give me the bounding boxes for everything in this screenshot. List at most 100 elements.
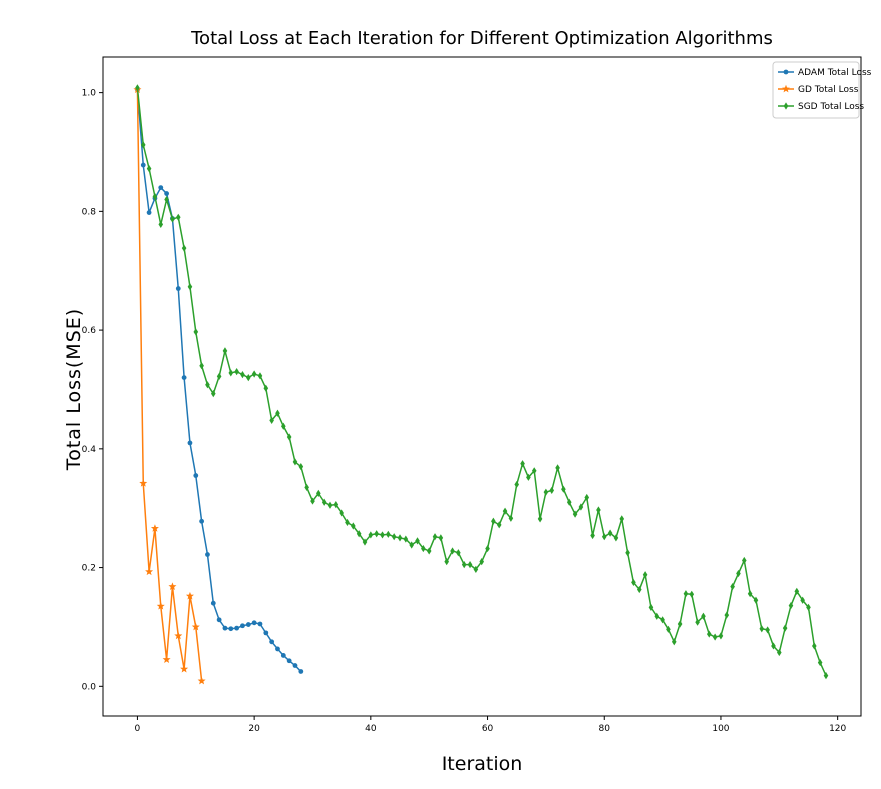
data-point-sgd (636, 585, 642, 594)
data-point-adam (222, 625, 228, 631)
data-point-adam (269, 639, 275, 645)
data-point-sgd (473, 565, 479, 573)
data-point-sgd (596, 506, 601, 514)
data-point-sgd (671, 638, 677, 646)
data-point-sgd (479, 558, 485, 566)
data-point-adam (164, 191, 170, 196)
data-point-adam (205, 552, 210, 557)
data-point-gd (197, 676, 206, 685)
data-point-sgd (380, 531, 385, 539)
data-point-sgd (175, 213, 181, 221)
data-point-sgd (164, 195, 169, 204)
data-point-gd (180, 664, 189, 673)
data-point-sgd (520, 460, 525, 468)
plot-frame (102, 56, 862, 717)
data-point-adam (210, 600, 216, 606)
data-point-adam (298, 669, 304, 674)
data-point-sgd (450, 547, 455, 555)
y-axis: 0.0 0.2 0.4 0.6 0.8 1.0 (82, 89, 103, 692)
legend-label-gd: GD Total Loss (798, 85, 859, 95)
data-point-sgd (269, 416, 274, 424)
data-point-sgd (327, 501, 333, 509)
data-point-adam (257, 621, 263, 627)
data-point-sgd (251, 370, 257, 378)
data-point-sgd (432, 533, 438, 541)
legend-label-adam: ADAM Total Loss (798, 68, 872, 78)
data-point-adam (263, 630, 269, 636)
data-point-sgd (216, 372, 222, 381)
data-point-sgd (765, 626, 770, 634)
data-point-sgd (485, 544, 490, 553)
data-point-sgd (642, 571, 648, 579)
data-point-sgd (777, 648, 782, 657)
data-point-sgd (438, 534, 444, 542)
data-point-sgd (496, 521, 502, 529)
data-point-sgd (310, 497, 315, 505)
data-point-sgd (397, 534, 403, 542)
data-point-sgd (572, 510, 578, 518)
data-point-adam (280, 653, 286, 658)
data-point-gd (139, 479, 148, 487)
data-point-sgd (753, 596, 759, 604)
data-point-sgd (187, 283, 193, 291)
data-point-sgd (654, 612, 660, 620)
data-point-sgd (800, 596, 805, 604)
data-point-sgd (461, 561, 467, 569)
x-tick-label: 20 (248, 724, 260, 734)
x-tick-label: 40 (365, 724, 377, 734)
data-point-sgd (304, 483, 309, 492)
data-point-sgd (205, 381, 210, 389)
data-point-sgd (426, 547, 432, 555)
data-point-sgd (386, 530, 391, 538)
data-point-adam (234, 625, 240, 631)
data-point-sgd (158, 220, 164, 229)
legend-marker-gd (782, 84, 790, 93)
x-tick-label: 80 (599, 724, 611, 734)
data-point-sgd (228, 369, 234, 377)
x-tick-label: 0 (135, 724, 141, 734)
data-point-sgd (210, 390, 216, 398)
data-point-sgd (362, 538, 368, 546)
data-point-sgd (199, 362, 204, 370)
data-point-adam (240, 623, 245, 629)
y-tick-label: 0.4 (82, 445, 97, 455)
data-point-sgd (660, 616, 665, 624)
data-point-sgd (537, 515, 543, 523)
data-point-sgd (409, 541, 414, 549)
data-point-sgd (146, 165, 152, 173)
data-point-sgd (374, 530, 379, 538)
data-point-gd (156, 601, 165, 610)
x-tick-label: 60 (482, 724, 494, 734)
data-point-sgd (812, 642, 817, 650)
data-point-sgd (695, 618, 700, 626)
data-point-sgd (759, 625, 765, 633)
data-point-adam (193, 473, 199, 478)
series-sgd (135, 84, 829, 680)
data-point-sgd (683, 590, 689, 598)
data-point-sgd (601, 533, 607, 541)
data-point-sgd (619, 515, 625, 523)
x-tick-label: 120 (829, 724, 846, 734)
data-point-sgd (648, 603, 654, 611)
legend-label-sgd: SGD Total Loss (798, 102, 864, 112)
data-point-adam (228, 626, 234, 632)
data-point-sgd (817, 658, 823, 667)
data-point-adam (199, 518, 205, 524)
y-tick-label: 0.2 (82, 564, 96, 574)
data-point-sgd (531, 467, 537, 475)
data-point-gd (185, 591, 194, 600)
data-point-sgd (403, 535, 409, 543)
data-point-adam (292, 663, 298, 668)
data-point-sgd (222, 347, 228, 355)
data-point-sgd (415, 537, 420, 545)
data-point-adam (187, 440, 193, 446)
series-layer (133, 84, 829, 685)
data-point-adam (181, 375, 187, 380)
data-point-sgd (292, 458, 298, 466)
data-point-gd (174, 631, 183, 640)
data-point-gd (150, 524, 159, 532)
data-point-adam (175, 286, 181, 291)
data-point-adam (251, 620, 257, 626)
data-point-sgd (555, 464, 560, 472)
